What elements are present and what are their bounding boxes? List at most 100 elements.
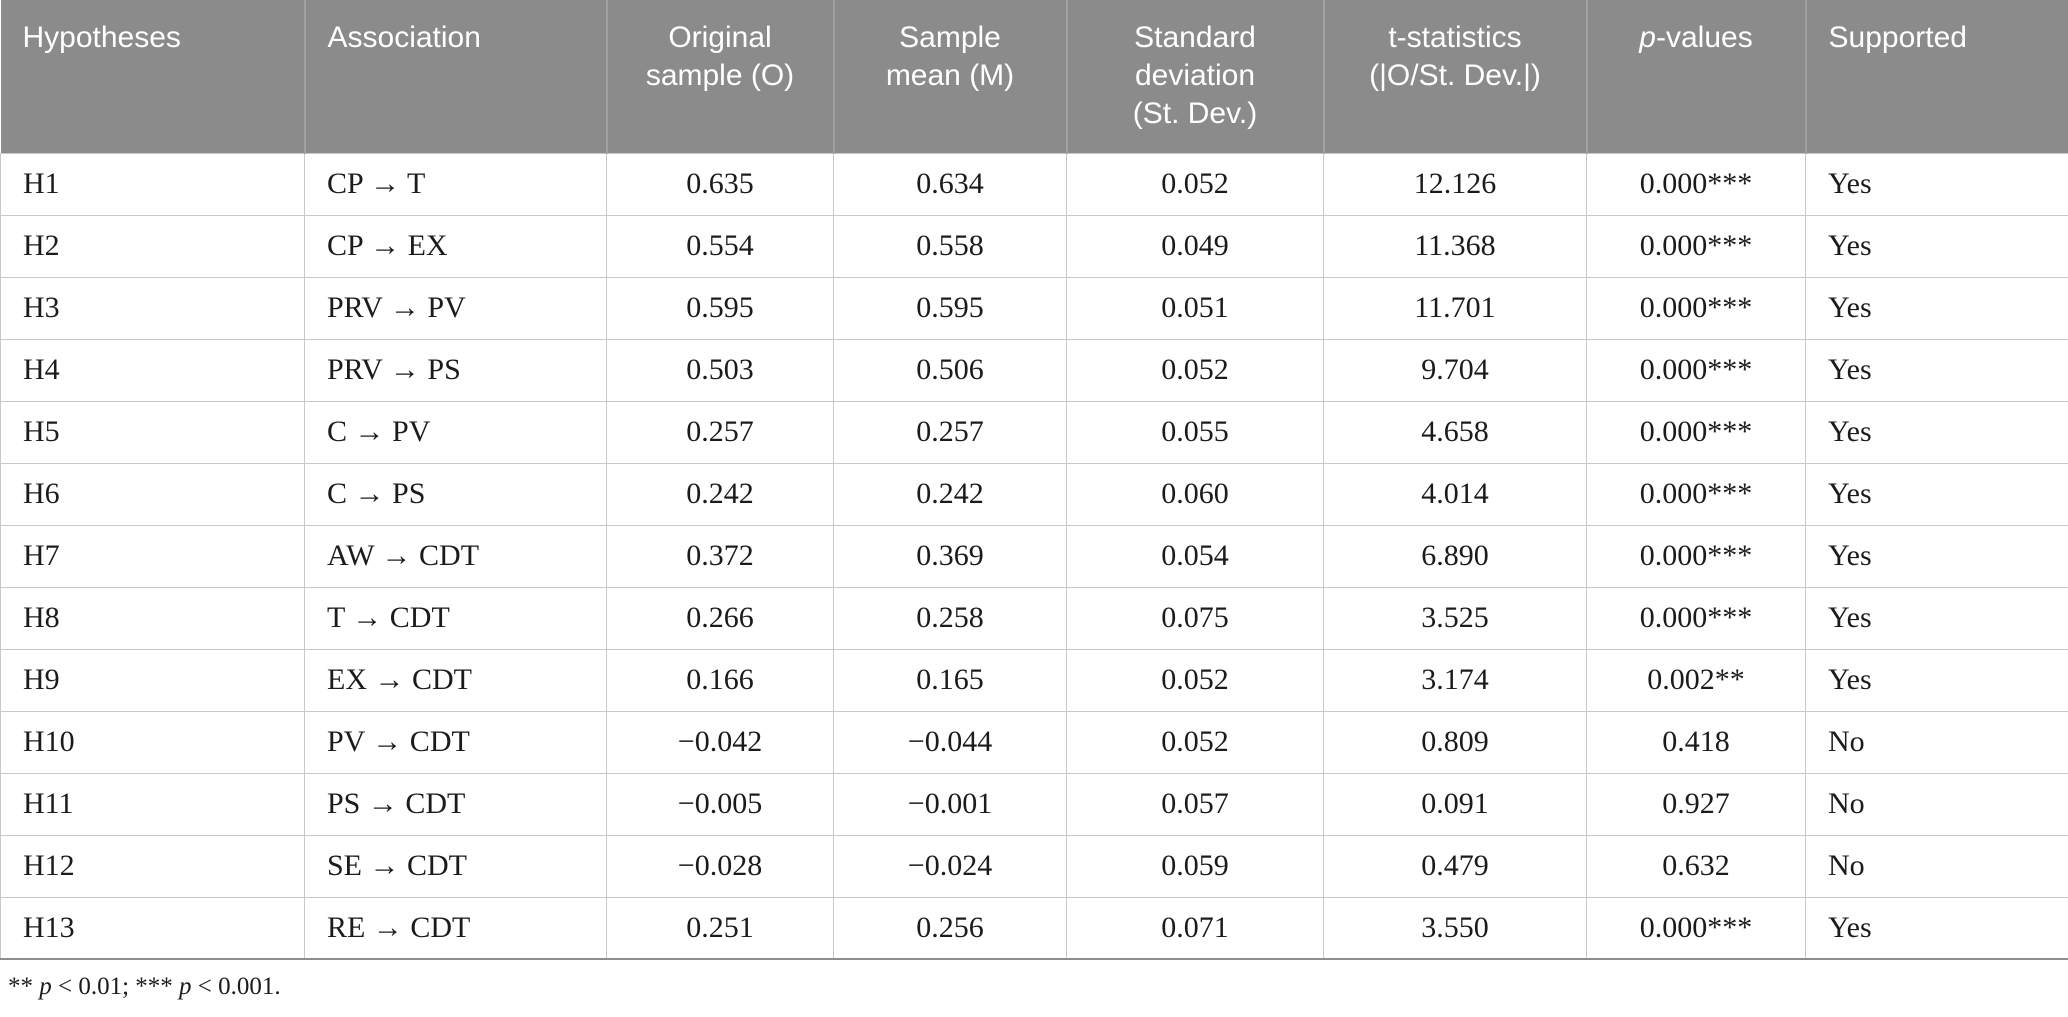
cell-supported: Yes bbox=[1805, 462, 2068, 526]
cell-original-sample: 0.554 bbox=[606, 214, 834, 278]
cell-supported: No bbox=[1805, 710, 2068, 774]
column-header-p-values: p-values bbox=[1586, 0, 1807, 153]
cell-sample-mean: 0.242 bbox=[833, 462, 1067, 526]
cell-original-sample: 0.266 bbox=[606, 586, 834, 650]
table-row-h9: H9 EX → CDT 0.166 0.165 0.052 3.174 0.002** Yes bbox=[0, 648, 2068, 712]
cell-original-sample: 0.595 bbox=[606, 276, 834, 340]
cell-t-statistics: 4.658 bbox=[1323, 400, 1587, 464]
cell-sample-mean: 0.257 bbox=[833, 400, 1067, 464]
table-row-h12: H12 SE → CDT −0.028 −0.024 0.059 0.479 0.632 No bbox=[0, 834, 2068, 898]
cell-standard-deviation: 0.052 bbox=[1066, 710, 1324, 774]
cell-p-values: 0.632 bbox=[1586, 834, 1806, 898]
cell-p-values: 0.000*** bbox=[1586, 462, 1806, 526]
cell-supported: Yes bbox=[1805, 896, 2068, 960]
cell-sample-mean: 0.369 bbox=[833, 524, 1067, 588]
italic-text: p bbox=[1639, 21, 1656, 54]
cell-sample-mean: 0.506 bbox=[833, 338, 1067, 402]
cell-standard-deviation: 0.060 bbox=[1066, 462, 1324, 526]
cell-hypotheses: H7 bbox=[0, 524, 305, 588]
cell-hypotheses: H4 bbox=[0, 338, 305, 402]
table-row-h13: H13 RE → CDT 0.251 0.256 0.071 3.550 0.000*** Y… bbox=[0, 896, 2068, 960]
cell-t-statistics: 3.174 bbox=[1323, 648, 1587, 712]
cell-original-sample: −0.005 bbox=[606, 772, 834, 836]
table-row-h8: H8 T → CDT 0.266 0.258 0.075 3.525 0.000*** Yes bbox=[0, 586, 2068, 650]
cell-p-values: 0.418 bbox=[1586, 710, 1806, 774]
column-header-original-sample: Original sample (O) bbox=[606, 0, 835, 153]
cell-hypotheses: H5 bbox=[0, 400, 305, 464]
cell-sample-mean: 0.256 bbox=[833, 896, 1067, 960]
cell-original-sample: 0.166 bbox=[606, 648, 834, 712]
table-row-h1: H1 CP → T 0.635 0.634 0.052 12.126 0.000*** Yes bbox=[0, 152, 2068, 216]
cell-supported: No bbox=[1805, 772, 2068, 836]
table-body: H1 CP → T 0.635 0.634 0.052 12.126 0.000*** Yes… bbox=[0, 152, 2068, 960]
cell-standard-deviation: 0.052 bbox=[1066, 338, 1324, 402]
cell-p-values: 0.000*** bbox=[1586, 400, 1806, 464]
cell-original-sample: −0.042 bbox=[606, 710, 834, 774]
cell-p-values: 0.000*** bbox=[1586, 214, 1806, 278]
cell-association: T → CDT bbox=[304, 586, 607, 650]
cell-supported: Yes bbox=[1805, 276, 2068, 340]
cell-original-sample: 0.242 bbox=[606, 462, 834, 526]
cell-association: PS → CDT bbox=[304, 772, 607, 836]
table-row-h3: H3 PRV → PV 0.595 0.595 0.051 11.701 0.000*** Y… bbox=[0, 276, 2068, 340]
cell-t-statistics: 0.809 bbox=[1323, 710, 1587, 774]
column-header-supported: Supported bbox=[1805, 0, 2068, 153]
cell-association: EX → CDT bbox=[304, 648, 607, 712]
cell-t-statistics: 4.014 bbox=[1323, 462, 1587, 526]
table-row-h5: H5 C → PV 0.257 0.257 0.055 4.658 0.000*** Yes bbox=[0, 400, 2068, 464]
cell-standard-deviation: 0.049 bbox=[1066, 214, 1324, 278]
cell-t-statistics: 11.368 bbox=[1323, 214, 1587, 278]
table-row-h11: H11 PS → CDT −0.005 −0.001 0.057 0.091 0.927 No bbox=[0, 772, 2068, 836]
cell-hypotheses: H9 bbox=[0, 648, 305, 712]
cell-original-sample: 0.257 bbox=[606, 400, 834, 464]
cell-t-statistics: 11.701 bbox=[1323, 276, 1587, 340]
cell-p-values: 0.000*** bbox=[1586, 152, 1806, 216]
cell-sample-mean: 0.165 bbox=[833, 648, 1067, 712]
cell-hypotheses: H11 bbox=[0, 772, 305, 836]
cell-t-statistics: 0.479 bbox=[1323, 834, 1587, 898]
cell-hypotheses: H10 bbox=[0, 710, 305, 774]
cell-sample-mean: 0.595 bbox=[833, 276, 1067, 340]
cell-sample-mean: 0.634 bbox=[833, 152, 1067, 216]
cell-supported: Yes bbox=[1805, 648, 2068, 712]
cell-association: CP → T bbox=[304, 152, 607, 216]
cell-hypotheses: H2 bbox=[0, 214, 305, 278]
table-row-h10: H10 PV → CDT −0.042 −0.044 0.052 0.809 0.418 No bbox=[0, 710, 2068, 774]
cell-original-sample: 0.503 bbox=[606, 338, 834, 402]
cell-t-statistics: 6.890 bbox=[1323, 524, 1587, 588]
cell-hypotheses: H3 bbox=[0, 276, 305, 340]
table-row-h4: H4 PRV → PS 0.503 0.506 0.052 9.704 0.000*** Ye… bbox=[0, 338, 2068, 402]
text: < 0.01; *** bbox=[51, 973, 180, 1000]
cell-association: C → PV bbox=[304, 400, 607, 464]
cell-supported: Yes bbox=[1805, 214, 2068, 278]
italic-text: p bbox=[39, 973, 52, 1000]
column-header-association: Association bbox=[304, 0, 608, 153]
cell-p-values: 0.000*** bbox=[1586, 338, 1806, 402]
hypotheses-results-table: Hypotheses Association Original sample (O)… bbox=[0, 0, 2068, 960]
table-header: Hypotheses Association Original sample (O)… bbox=[0, 0, 2068, 153]
cell-supported: No bbox=[1805, 834, 2068, 898]
text: ** bbox=[8, 973, 40, 1000]
cell-t-statistics: 3.525 bbox=[1323, 586, 1587, 650]
cell-sample-mean: 0.258 bbox=[833, 586, 1067, 650]
cell-standard-deviation: 0.071 bbox=[1066, 896, 1324, 960]
italic-text: p bbox=[179, 973, 192, 1000]
cell-supported: Yes bbox=[1805, 524, 2068, 588]
cell-hypotheses: H8 bbox=[0, 586, 305, 650]
cell-p-values: 0.002** bbox=[1586, 648, 1806, 712]
cell-p-values: 0.000*** bbox=[1586, 276, 1806, 340]
table-row-h2: H2 CP → EX 0.554 0.558 0.049 11.368 0.000*** Ye… bbox=[0, 214, 2068, 278]
cell-standard-deviation: 0.055 bbox=[1066, 400, 1324, 464]
cell-original-sample: −0.028 bbox=[606, 834, 834, 898]
cell-association: RE → CDT bbox=[304, 896, 607, 960]
cell-association: SE → CDT bbox=[304, 834, 607, 898]
column-header-standard-deviation: Standard deviation (St. Dev.) bbox=[1066, 0, 1325, 153]
cell-standard-deviation: 0.051 bbox=[1066, 276, 1324, 340]
cell-hypotheses: H1 bbox=[0, 152, 305, 216]
cell-p-values: 0.000*** bbox=[1586, 586, 1806, 650]
cell-association: AW → CDT bbox=[304, 524, 607, 588]
cell-original-sample: 0.372 bbox=[606, 524, 834, 588]
cell-hypotheses: H6 bbox=[0, 462, 305, 526]
cell-sample-mean: −0.024 bbox=[833, 834, 1067, 898]
table-row-h6: H6 C → PS 0.242 0.242 0.060 4.014 0.000*** Yes bbox=[0, 462, 2068, 526]
